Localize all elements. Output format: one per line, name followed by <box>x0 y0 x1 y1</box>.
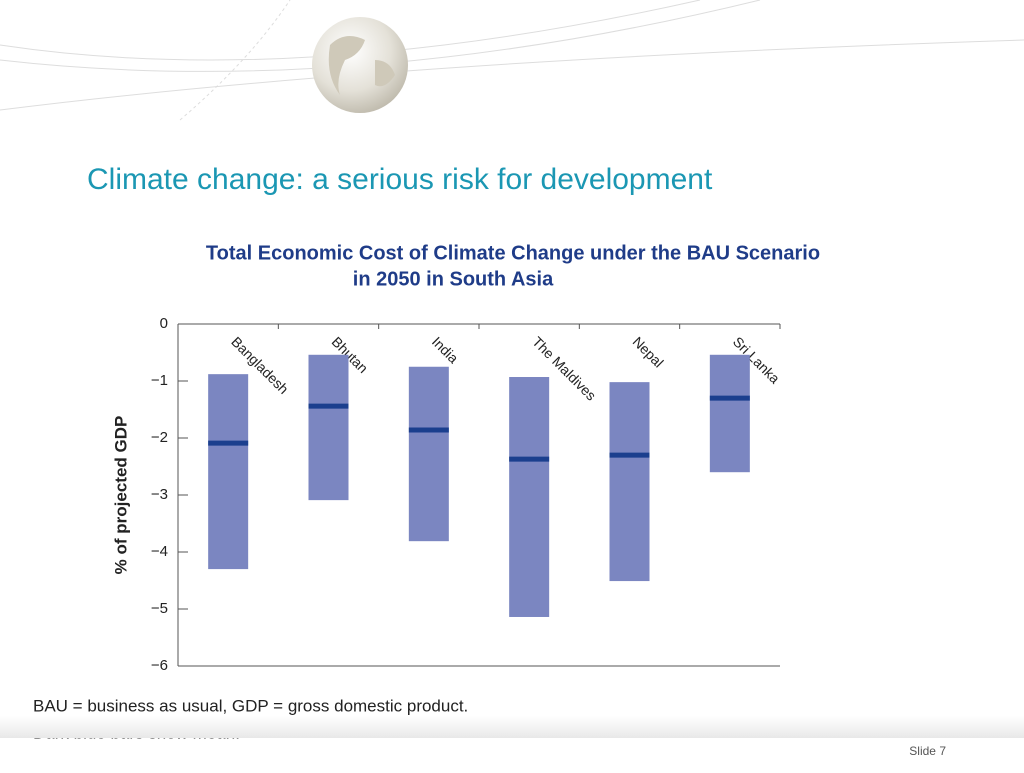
note: BAU = business as usual, GDP = gross dom… <box>33 696 468 715</box>
range-bar <box>609 382 650 582</box>
y-axis-label: % of projected GDP <box>111 416 130 575</box>
globe-land <box>328 36 395 95</box>
y-tick-label: 0 <box>160 315 168 332</box>
x-tick-label: India <box>429 333 462 366</box>
footer: Slide 7 <box>909 744 946 758</box>
x-tick-label: Nepal <box>630 333 667 370</box>
range-bar <box>308 354 349 501</box>
chart-title: Total Economic Cost of Climate Change un… <box>206 242 820 264</box>
y-tick-label: −2 <box>151 429 168 446</box>
range-bar <box>509 377 550 617</box>
range-bar <box>709 354 750 473</box>
decoration <box>0 0 1024 121</box>
range-bar <box>408 366 449 542</box>
y-tick-label: −5 <box>151 600 168 617</box>
globe <box>312 17 408 113</box>
slide-title: Climate change: a serious risk for devel… <box>87 163 713 196</box>
y-tick-label: −3 <box>151 486 168 503</box>
y-tick-label: −1 <box>151 372 168 389</box>
y-tick-label: −6 <box>151 657 168 674</box>
footer-band <box>0 716 1024 738</box>
chart-title: in 2050 in South Asia <box>353 268 554 290</box>
range-bar <box>208 374 249 570</box>
y-tick-label: −4 <box>151 543 168 560</box>
